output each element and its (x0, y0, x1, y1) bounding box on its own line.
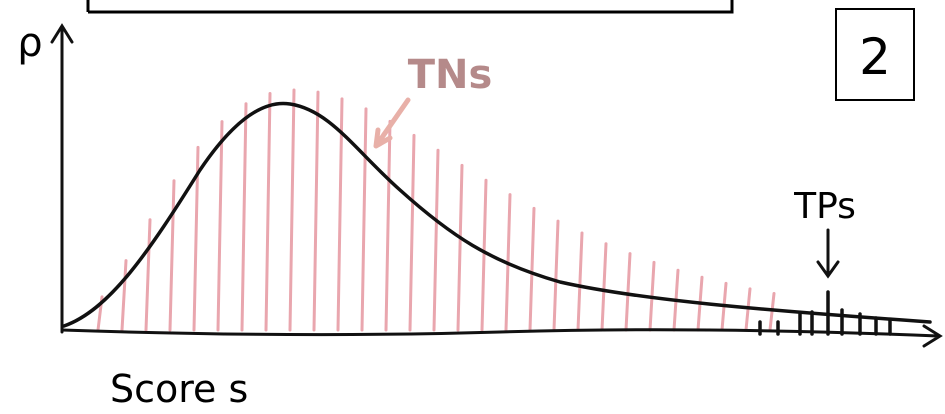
sketch-bar (626, 254, 630, 330)
y-axis (52, 26, 72, 332)
sketch-bar (530, 208, 534, 330)
sketch-bar (458, 165, 462, 330)
sketch-bar (290, 90, 294, 330)
sketch-bar (482, 180, 486, 330)
histogram-bars (98, 90, 774, 330)
diagram: 2 ρ Score s TNs TPs (0, 0, 945, 414)
sketch-bar (386, 121, 390, 330)
y-axis-label: ρ (17, 20, 42, 66)
tns-arrow (376, 100, 408, 146)
sketch-bar (410, 135, 414, 330)
tps-label: TPs (793, 186, 856, 227)
sketch-bar (218, 122, 222, 330)
sketch-bar (242, 104, 246, 330)
x-axis-label: Score s (110, 367, 248, 411)
sketch-bar (266, 94, 270, 330)
sketch-bar (362, 109, 366, 330)
panel-number: 2 (859, 28, 891, 86)
sketch-bar (122, 261, 126, 330)
tps-arrow (818, 230, 838, 276)
tns-label: TNs (408, 52, 493, 98)
sketch-bar (170, 181, 174, 330)
sketch-bar (554, 221, 558, 330)
sketch-bar (146, 220, 150, 330)
sketch-bar (314, 92, 318, 330)
top-frame (88, 0, 732, 12)
sketch-bar (602, 244, 606, 330)
sketch-bar (770, 294, 774, 330)
sketch-bar (434, 150, 438, 330)
sketch-bar (578, 233, 582, 330)
